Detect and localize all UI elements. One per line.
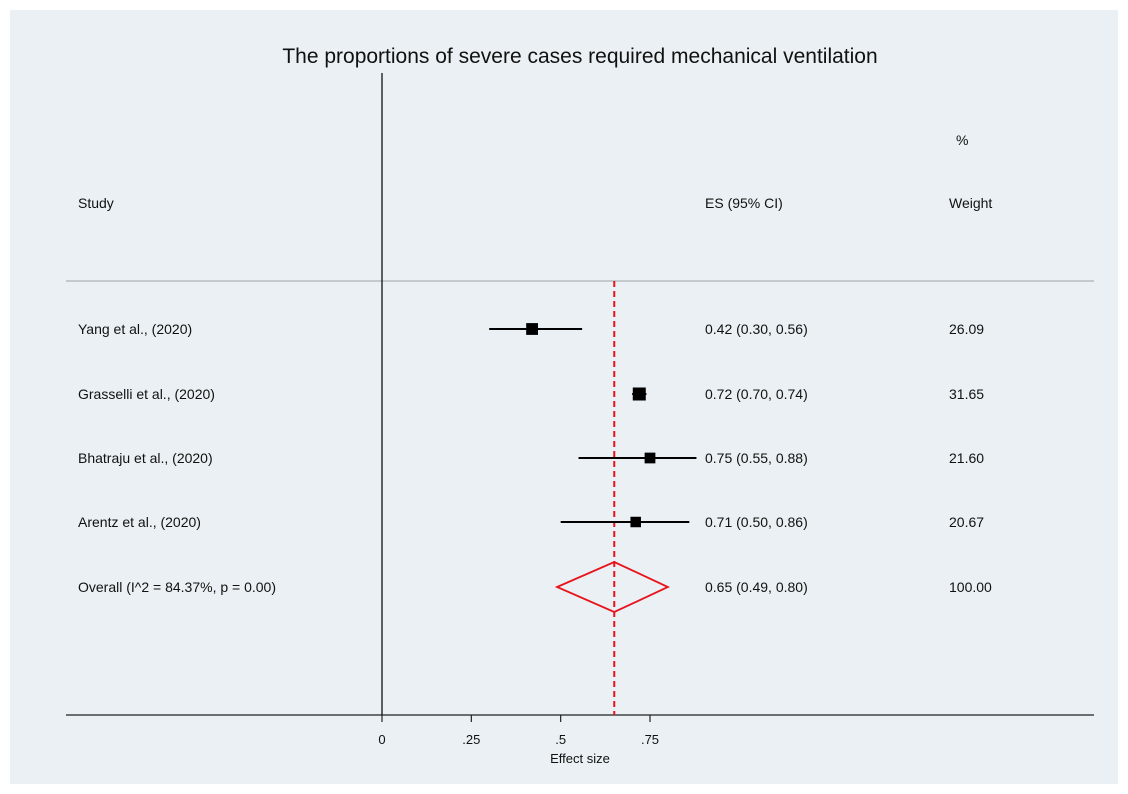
study-header: Study: [78, 195, 114, 211]
weight-header-percent: %: [956, 132, 968, 148]
study-rows: Yang et al., (2020) 0.42 (0.30, 0.56) 26.0…: [78, 321, 984, 530]
study-label: Yang et al., (2020): [78, 321, 192, 337]
effect-marker: [632, 387, 646, 401]
es-header: ES (95% CI): [705, 195, 783, 211]
x-tick-label: .25: [462, 732, 480, 747]
x-tick-label: 0: [378, 732, 385, 747]
study-es-ci: 0.72 (0.70, 0.74): [705, 386, 808, 402]
study-label: Bhatraju et al., (2020): [78, 450, 213, 466]
overall-weight: 100.00: [949, 579, 992, 595]
study-label: Grasselli et al., (2020): [78, 386, 215, 402]
chart-title: The proportions of severe cases required…: [282, 45, 877, 68]
study-weight: 26.09: [949, 321, 984, 337]
overall-label: Overall (I^2 = 84.37%, p = 0.00): [78, 579, 276, 595]
plot-background: [10, 10, 1118, 784]
effect-marker: [644, 452, 656, 464]
weight-header: Weight: [949, 195, 992, 211]
effect-marker: [526, 323, 538, 335]
study-es-ci: 0.75 (0.55, 0.88): [705, 450, 808, 466]
study-es-ci: 0.71 (0.50, 0.86): [705, 514, 808, 530]
study-weight: 31.65: [949, 386, 984, 402]
overall-es-ci: 0.65 (0.49, 0.80): [705, 579, 808, 595]
effect-marker: [630, 516, 641, 528]
overall-row: Overall (I^2 = 84.37%, p = 0.00) 0.65 (0.…: [78, 561, 992, 613]
x-tick-label: .5: [555, 732, 566, 747]
study-weight: 21.60: [949, 450, 984, 466]
x-tick-label: .75: [641, 732, 659, 747]
study-label: Arentz et al., (2020): [78, 514, 201, 530]
study-weight: 20.67: [949, 514, 984, 530]
overall-diamond: [554, 561, 670, 613]
x-axis-label: Effect size: [550, 751, 610, 766]
study-es-ci: 0.42 (0.30, 0.56): [705, 321, 808, 337]
x-axis-ticks: 0 .25 .5 .75: [378, 715, 659, 747]
